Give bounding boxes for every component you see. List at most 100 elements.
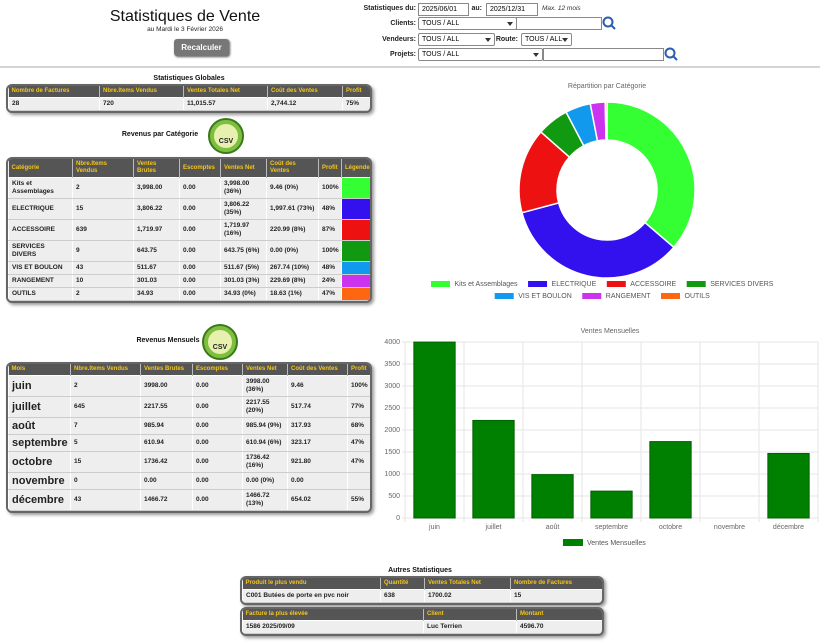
header-cell: Escomptes bbox=[179, 159, 221, 178]
header-cell: Coût des Ventes bbox=[267, 86, 343, 98]
header-cell: Ventes Brutes bbox=[133, 159, 180, 178]
slice bbox=[521, 201, 675, 279]
end-date[interactable]: 2025/12/31 bbox=[486, 3, 538, 16]
legend-label: Ventes Mensuelles bbox=[587, 540, 646, 547]
cell: 100% bbox=[347, 375, 370, 397]
row: C001 Butées de porte en pvc noir 638 1700.… bbox=[242, 589, 602, 603]
invoice-table: Facture la plus élevée Client Montant 1586 … bbox=[240, 607, 604, 636]
cell: 3998.00 bbox=[140, 375, 193, 397]
cell: 3,806.22 (35%) bbox=[220, 198, 267, 220]
legend-label: VIS ET BOULON bbox=[518, 293, 572, 300]
cell: 643.75 bbox=[133, 240, 180, 262]
cell: 48% bbox=[318, 198, 342, 220]
cell: 985.94 (9%) bbox=[242, 417, 288, 435]
header-cell: Escomptes bbox=[192, 364, 243, 376]
search-icon[interactable] bbox=[664, 47, 678, 61]
row: 28 720 11,015.57 2,744.12 75% bbox=[8, 97, 370, 111]
header-cell: Nbre.Items Vendus bbox=[99, 86, 184, 98]
cell: 0.00 bbox=[140, 472, 193, 490]
cell: 610.94 (6%) bbox=[242, 434, 288, 452]
chart-title: Ventes Mensuelles bbox=[581, 328, 640, 335]
cell: novembre bbox=[8, 472, 71, 490]
clients-select[interactable]: TOUS / ALL bbox=[418, 17, 517, 30]
cell: 511.67 (5%) bbox=[220, 261, 267, 275]
period-label: Statistiques du: bbox=[363, 5, 416, 12]
header-cell: Nbre.Items Vendus bbox=[72, 159, 134, 178]
slice bbox=[604, 101, 608, 141]
cell: 28 bbox=[8, 97, 100, 111]
cell: 77% bbox=[347, 396, 370, 418]
projets-label: Projets: bbox=[389, 51, 416, 58]
cell: 100% bbox=[318, 240, 342, 262]
projets-select[interactable]: TOUS / ALL bbox=[418, 48, 543, 61]
cell: 1,719.97 (16%) bbox=[220, 219, 267, 241]
cell: 0.00 bbox=[192, 417, 243, 435]
cell: Kits et Assemblages bbox=[8, 177, 73, 199]
header-row: Catégorie Nbre.Items Vendus Ventes Brutes E… bbox=[8, 159, 370, 178]
y-tick-label: 2000 bbox=[384, 427, 400, 434]
cell: 1700.02 bbox=[424, 589, 511, 603]
header-cell: Ventes Net bbox=[220, 159, 267, 178]
legend-label: RANGEMENT bbox=[606, 293, 651, 300]
page-date: au Mardi le 3 Février 2026 bbox=[147, 26, 223, 33]
start-date[interactable]: 2025/06/01 bbox=[418, 3, 469, 16]
cell: 511.67 bbox=[133, 261, 180, 275]
route-select[interactable]: TOUS / ALL bbox=[521, 33, 572, 46]
cell: 0.00 bbox=[179, 198, 221, 220]
csv-label[interactable]: CSV bbox=[213, 344, 228, 351]
legend-swatch bbox=[581, 292, 603, 300]
cell: 43 bbox=[72, 261, 134, 275]
row: VIS ET BOULON 43 511.67 0.00 511.67 (5%) 267.… bbox=[8, 261, 370, 275]
vendeurs-select[interactable]: TOUS / ALL bbox=[418, 33, 495, 46]
row: SERVICES DIVERS 9 643.75 0.00 643.75 (6%) 0.0… bbox=[8, 240, 370, 262]
cell: 0.00 bbox=[179, 219, 221, 241]
cell: 645 bbox=[70, 396, 141, 418]
csv-icon[interactable]: CSV bbox=[208, 118, 244, 154]
cell: 15 bbox=[70, 451, 141, 473]
cell: ACCESSOIRE bbox=[8, 219, 73, 241]
y-tick-label: 0 bbox=[396, 515, 400, 522]
projets-search[interactable] bbox=[543, 48, 664, 61]
row: octobre 15 1736.42 0.00 1736.42 (16%) 921.80 4… bbox=[8, 451, 370, 473]
cell: 301.03 bbox=[133, 274, 180, 288]
cell: 4596.70 bbox=[516, 620, 602, 634]
cell: 323.17 bbox=[287, 434, 348, 452]
header-cell: Quantité bbox=[380, 578, 425, 590]
clients-search[interactable] bbox=[516, 17, 602, 30]
header-cell: Profit bbox=[318, 159, 342, 178]
row: RANGEMENT 10 301.03 0.00 301.03 (3%) 229.69 (… bbox=[8, 274, 370, 288]
cell: 301.03 (3%) bbox=[220, 274, 267, 288]
cell: 100% bbox=[318, 177, 342, 199]
legend-swatch bbox=[660, 292, 681, 300]
cell: 1736.42 bbox=[140, 451, 193, 473]
csv-icon[interactable]: CSV bbox=[202, 324, 238, 360]
csv-label[interactable]: CSV bbox=[219, 138, 234, 145]
header-cell: Catégorie bbox=[8, 159, 73, 178]
cell: 48% bbox=[318, 261, 342, 275]
header-cell: Nombre de Factures bbox=[510, 578, 602, 590]
header-cell: Profit bbox=[347, 364, 370, 376]
legend-swatch bbox=[563, 539, 583, 546]
cell: 2 bbox=[72, 177, 134, 199]
cell: 610.94 bbox=[140, 434, 193, 452]
search-icon[interactable] bbox=[602, 16, 616, 30]
header-cell: Ventes Net bbox=[242, 364, 288, 376]
legend-swatch bbox=[341, 274, 370, 288]
cell: 5 bbox=[70, 434, 141, 452]
header-cell: Ventes Totales Net bbox=[424, 578, 511, 590]
to-label: au: bbox=[471, 5, 483, 12]
recalc-button[interactable]: Recalculer bbox=[174, 39, 229, 56]
x-tick-label: décembre bbox=[773, 524, 804, 531]
x-tick-label: septembre bbox=[595, 524, 628, 531]
cell: 0.00 (0%) bbox=[242, 472, 288, 490]
cell: septembre bbox=[8, 434, 71, 452]
header-cell: Profit bbox=[342, 86, 370, 98]
section-title: Autres Statistiques bbox=[388, 567, 452, 574]
cell: 1466.72 (13%) bbox=[242, 489, 288, 511]
cell: juillet bbox=[8, 396, 71, 418]
cell: Luc Terrien bbox=[423, 620, 517, 634]
cell: 517.74 bbox=[287, 396, 348, 418]
cell: 34.93 (0%) bbox=[220, 287, 267, 301]
global-table: Nombre de Factures Nbre.Items Vendus Vente… bbox=[6, 84, 372, 113]
